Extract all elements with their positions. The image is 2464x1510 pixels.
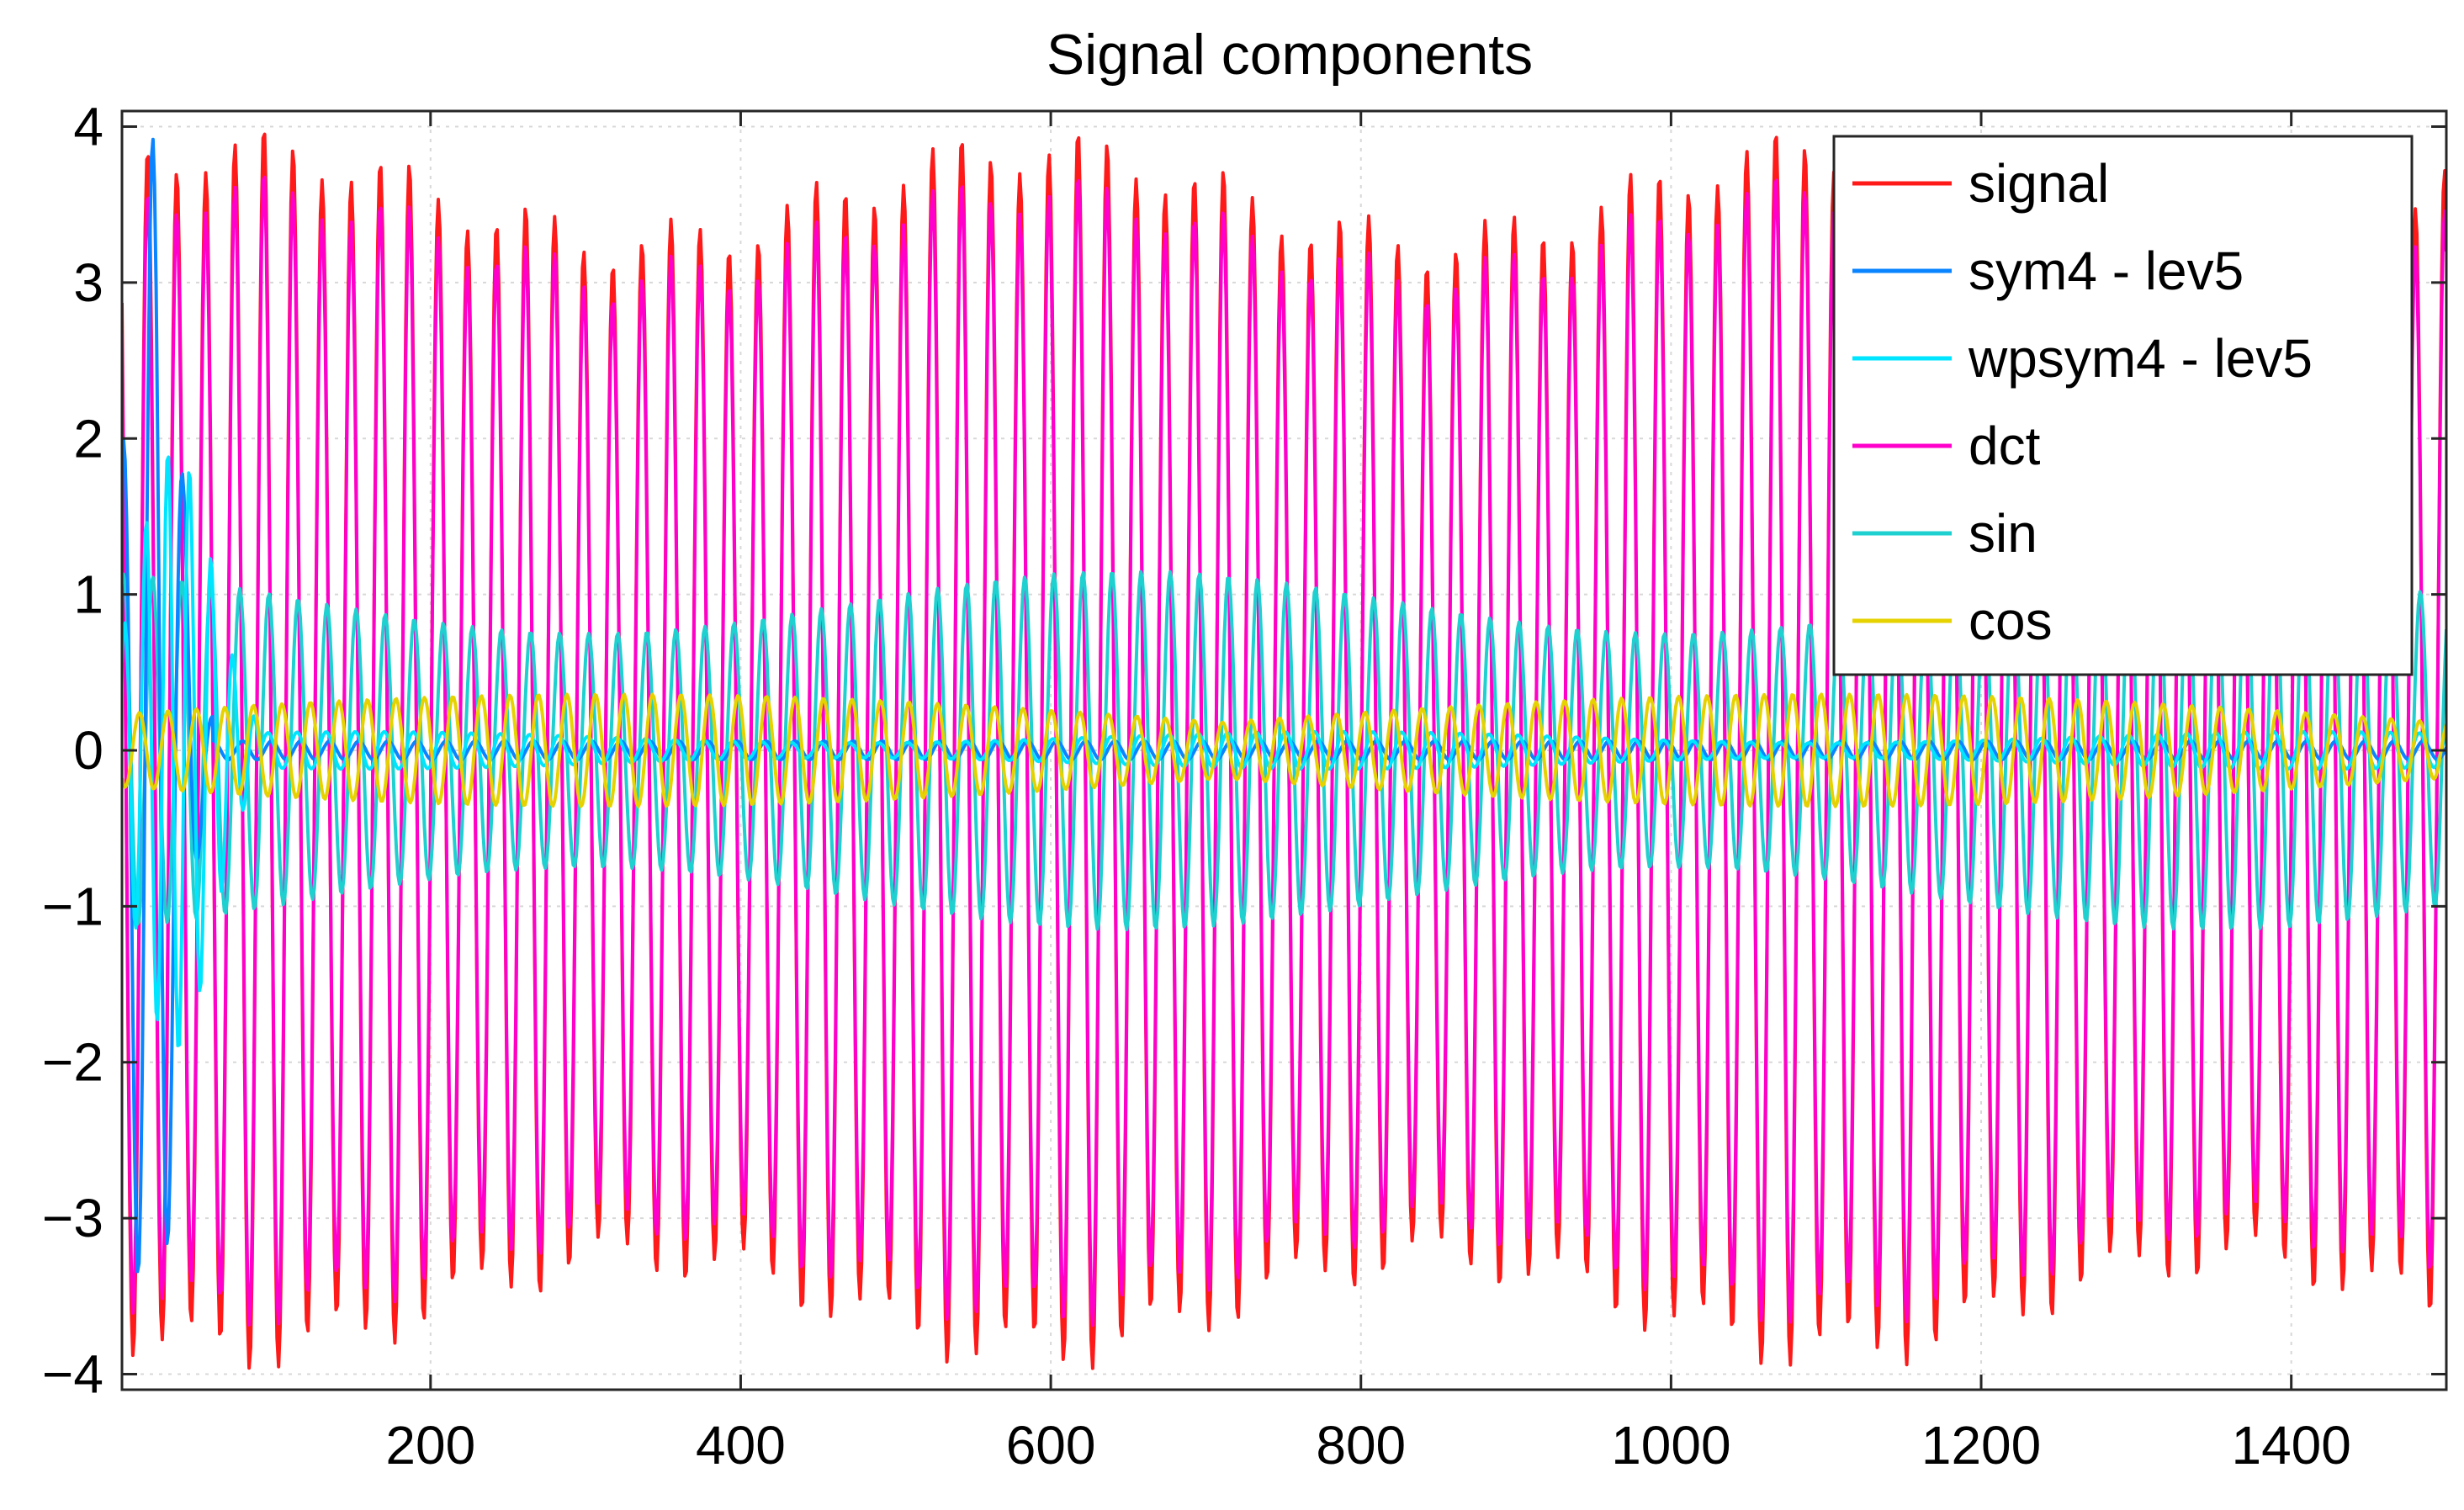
legend-box [1832, 135, 2414, 676]
y-tick-label: 4 [73, 97, 103, 157]
y-tick-label: −1 [42, 876, 103, 936]
legend-label: cos [1969, 591, 2053, 651]
y-tick-label: −4 [42, 1343, 103, 1404]
y-tick-label: −3 [42, 1188, 103, 1248]
y-tick-label: 1 [73, 564, 103, 625]
series-line-sin [122, 569, 2446, 931]
series-lines [122, 132, 2446, 1370]
x-tick-label: 400 [696, 1415, 786, 1476]
x-tick-label: 1000 [1611, 1415, 1730, 1476]
y-tick-label: 0 [73, 720, 103, 781]
x-tick-label: 600 [1006, 1415, 1096, 1476]
legend-label: wpsym4 - lev5 [1968, 328, 2313, 389]
legend: signal sym4 - lev5 wpsym4 - lev5 dct sin cos [1832, 135, 2414, 676]
series-line-cos [122, 692, 2446, 808]
x-tick-label: 1200 [1921, 1415, 2041, 1476]
x-tick-label: 200 [385, 1415, 475, 1476]
legend-label: dct [1969, 416, 2041, 476]
axes: 200 400 600 800 1000 1200 1400 −4 −3 −2 −1 0 1 2 3 4 [42, 97, 2446, 1476]
x-tick-label: 1400 [2231, 1415, 2350, 1476]
y-tick-label: 3 [73, 252, 103, 313]
y-tick-label: 2 [73, 408, 103, 469]
x-tick-label: 800 [1316, 1415, 1406, 1476]
chart-title: Signal components [1047, 23, 1533, 87]
legend-label: sin [1969, 503, 2037, 564]
legend-label: sym4 - lev5 [1969, 241, 2244, 301]
legend-label: signal [1969, 153, 2109, 214]
y-tick-label: −2 [42, 1032, 103, 1093]
